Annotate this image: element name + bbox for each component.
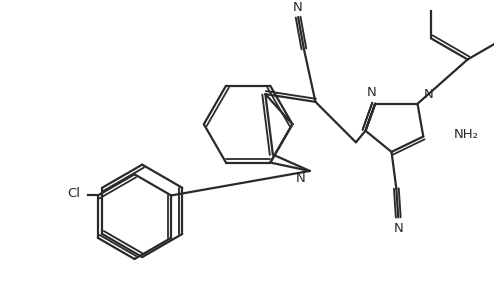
Text: N: N [366,86,376,99]
Text: N: N [424,88,434,101]
Text: NH₂: NH₂ [454,128,479,141]
Text: N: N [295,172,305,185]
Text: N: N [293,1,303,14]
Text: Cl: Cl [67,187,80,200]
Text: N: N [393,222,403,236]
